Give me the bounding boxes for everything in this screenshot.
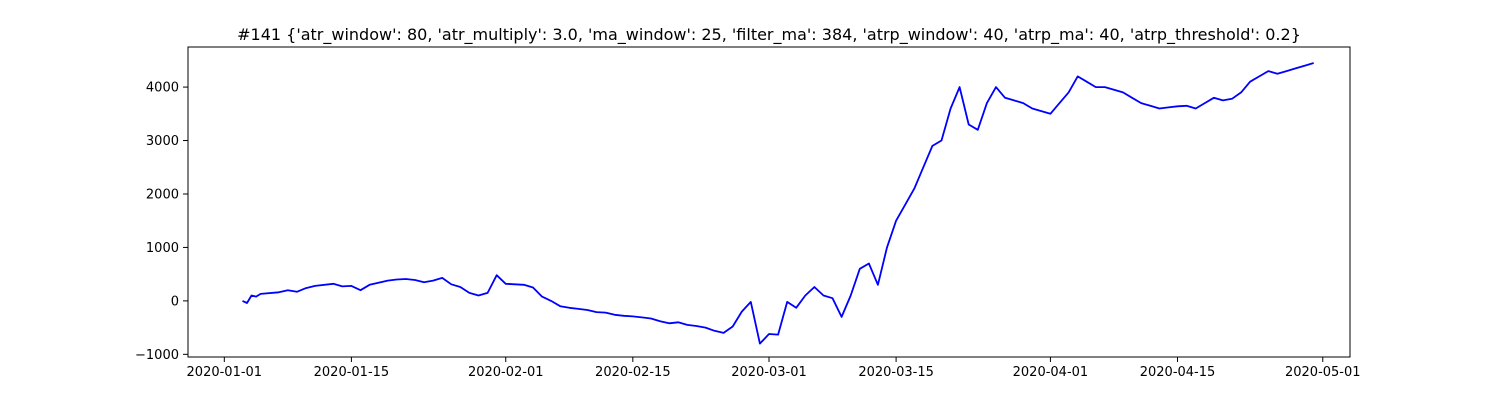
x-tick-label: 2020-03-01 xyxy=(731,365,807,380)
x-tick-label: 2020-01-15 xyxy=(314,365,390,380)
y-tick-label: 1000 xyxy=(146,241,179,256)
y-tick-label: 3000 xyxy=(146,134,179,149)
plot-frame xyxy=(187,46,1351,358)
y-tick-label: 0 xyxy=(171,294,179,309)
y-axis: −1000 0 1000 2000 3000 4000 xyxy=(135,81,188,363)
equity-line xyxy=(242,62,1314,345)
x-tick-label: 2020-04-01 xyxy=(1013,365,1089,380)
x-axis: 2020-01-01 2020-01-15 2020-02-01 2020-02-15… xyxy=(187,357,1361,380)
x-tick-label: 2020-02-15 xyxy=(595,365,671,380)
x-tick-label: 2020-03-15 xyxy=(858,365,934,380)
x-tick-label: 2020-04-15 xyxy=(1140,365,1216,380)
x-tick-label: 2020-05-01 xyxy=(1285,365,1361,380)
x-tick-label: 2020-02-01 xyxy=(468,365,544,380)
y-tick-label: 2000 xyxy=(146,187,179,202)
chart-title: #141 {'atr_window': 80, 'atr_multiply': … xyxy=(237,25,1301,45)
y-tick-label: 4000 xyxy=(146,81,179,96)
x-tick-label: 2020-01-01 xyxy=(187,365,263,380)
y-tick-label: −1000 xyxy=(135,348,179,363)
